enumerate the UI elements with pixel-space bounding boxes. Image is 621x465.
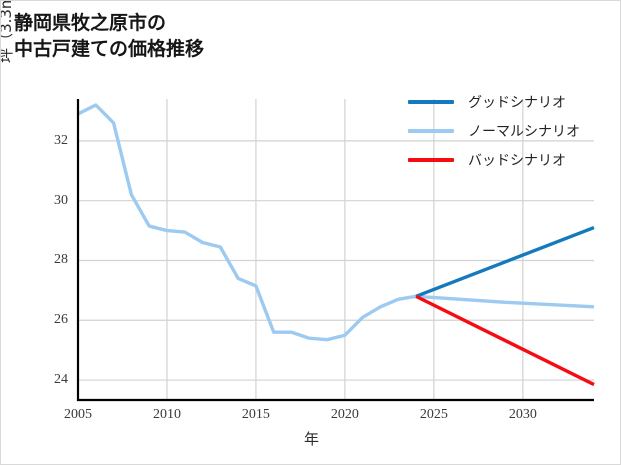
legend-item[interactable]: グッドシナリオ <box>408 93 580 111</box>
x-tick-label: 2010 <box>152 407 181 422</box>
x-axis-label: 年 <box>303 430 319 448</box>
data-series-layer <box>77 103 595 387</box>
plot-area: 24 26 28 30 32 2005 2010 2015 2020 2025 2030 <box>54 99 595 422</box>
horizontal-gridlines <box>78 140 594 381</box>
x-tick-label: 2030 <box>508 407 537 422</box>
chart-title-line-2: 中古戸建ての価格推移 <box>14 38 205 60</box>
legend-label: バッドシナリオ <box>468 153 566 169</box>
y-axis-label-prefix: 坪（3.3 <box>0 9 15 63</box>
legend-label: グッドシナリオ <box>468 95 566 111</box>
y-tick-label: 32 <box>54 132 68 148</box>
legend-swatch-icon <box>408 129 454 133</box>
legend-item[interactable]: バッドシナリオ <box>408 151 580 169</box>
y-tick-label: 26 <box>54 312 68 328</box>
legend-item[interactable]: ノーマルシナリオ <box>408 122 580 140</box>
chart-legend: グッドシナリオ ノーマルシナリオ バッドシナリオ <box>408 93 580 169</box>
legend-label: ノーマルシナリオ <box>468 124 580 140</box>
x-tick-label: 2015 <box>241 407 270 422</box>
legend-swatch-icon <box>408 158 454 162</box>
legend-swatch-icon <box>408 100 454 104</box>
y-tick-label: 24 <box>54 372 68 388</box>
page-title: 静岡県牧之原市の 中古戸建ての価格推移 <box>14 10 574 62</box>
series-line-good <box>415 225 595 298</box>
series-line-normal <box>77 103 595 342</box>
x-tick-label: 2025 <box>419 407 448 422</box>
y-axis-label: 坪（3.3m2）単価（万円） <box>0 1 16 113</box>
chart-title-line-1: 静岡県牧之原市の <box>14 12 167 34</box>
y-tick-label: 30 <box>54 192 68 208</box>
series-line-bad <box>415 294 595 387</box>
plot-svg <box>76 99 595 402</box>
y-axis-label-unit: m <box>1 1 15 9</box>
x-tick-label: 2020 <box>330 407 359 422</box>
x-tick-label: 2005 <box>64 407 92 422</box>
y-tick-label: 28 <box>54 252 68 268</box>
